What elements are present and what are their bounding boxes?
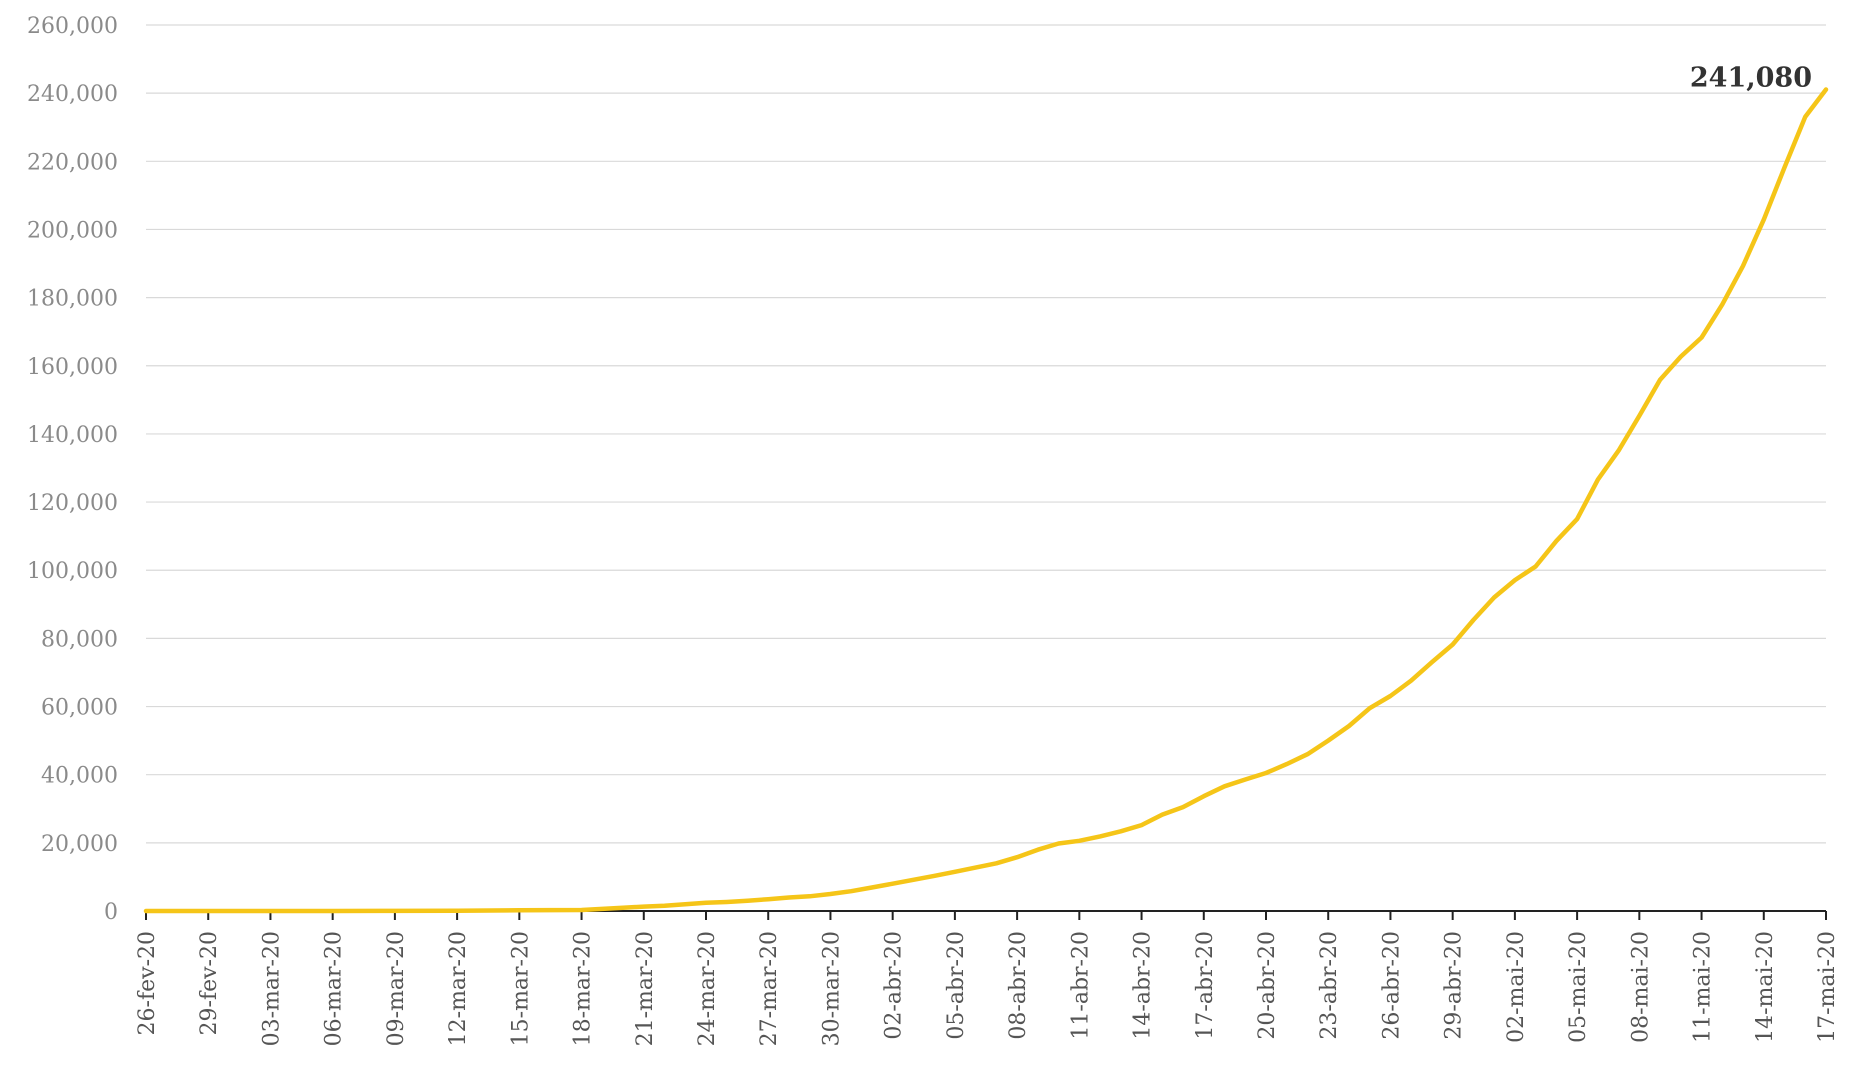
- x-tick-label: 18-mar-20: [571, 931, 596, 1046]
- y-tick-label: 160,000: [27, 355, 118, 380]
- gridlines: [146, 24, 1826, 844]
- y-tick-label: 120,000: [27, 491, 118, 516]
- x-tick-label: 29-fev-20: [197, 931, 222, 1035]
- x-tick-label: 30-mar-20: [819, 931, 844, 1046]
- y-tick-label: 40,000: [41, 764, 118, 789]
- x-axis-ticks: 26-fev-20 29-fev-20 03-mar-20 06-mar-20 09-m…: [135, 911, 1840, 1046]
- x-tick-label: 26-abr-20: [1379, 931, 1404, 1040]
- series-line: [143, 87, 1829, 914]
- last-value-label: 241,080: [1690, 62, 1812, 93]
- y-tick-label: 80,000: [41, 627, 118, 652]
- x-tick-label: 15-mar-20: [508, 931, 533, 1046]
- y-tick-label: 240,000: [27, 82, 118, 107]
- x-tick-label: 29-abr-20: [1442, 931, 1467, 1040]
- y-tick-label: 20,000: [41, 832, 118, 857]
- x-tick-label: 11-mai-20: [1691, 931, 1716, 1043]
- x-tick-label: 26-fev-20: [135, 931, 160, 1035]
- y-tick-label: 260,000: [27, 14, 118, 39]
- x-tick-label: 06-mar-20: [322, 931, 347, 1046]
- y-tick-label: 60,000: [41, 696, 118, 721]
- x-tick-label: 17-abr-20: [1193, 931, 1218, 1040]
- x-tick-label: 11-abr-20: [1068, 931, 1093, 1040]
- x-tick-label: 09-mar-20: [384, 931, 409, 1046]
- y-tick-label: 140,000: [27, 423, 118, 448]
- x-tick-label: 14-abr-20: [1131, 931, 1156, 1040]
- x-tick-label: 08-mai-20: [1628, 931, 1653, 1043]
- x-tick-label: 23-abr-20: [1317, 931, 1342, 1040]
- x-tick-label: 17-mai-20: [1815, 931, 1840, 1043]
- y-tick-label: 200,000: [27, 218, 118, 243]
- x-tick-label: 05-mai-20: [1566, 931, 1591, 1043]
- y-axis-ticks: 0 20,000 40,000 60,000 80,000 100,000 120,000 1…: [27, 14, 118, 925]
- x-tick-label: 02-mai-20: [1504, 931, 1529, 1043]
- x-tick-label: 14-mai-20: [1753, 931, 1778, 1043]
- y-tick-label: 180,000: [27, 287, 118, 312]
- x-tick-label: 12-mar-20: [446, 931, 471, 1046]
- x-tick-label: 24-mar-20: [695, 931, 720, 1046]
- x-tick-label: 20-abr-20: [1255, 931, 1280, 1040]
- x-tick-label: 27-mar-20: [757, 931, 782, 1046]
- x-tick-label: 03-mar-20: [259, 931, 284, 1046]
- annotation-layer: 241,080: [1690, 62, 1812, 93]
- series-layer: [143, 87, 1829, 914]
- y-tick-label: 100,000: [27, 559, 118, 584]
- x-tick-label: 02-abr-20: [882, 931, 907, 1040]
- x-tick-label: 08-abr-20: [1006, 931, 1031, 1040]
- y-tick-label: 220,000: [27, 150, 118, 175]
- y-tick-label: 0: [104, 900, 118, 925]
- x-tick-label: 21-mar-20: [633, 931, 658, 1046]
- x-tick-label: 05-abr-20: [944, 931, 969, 1040]
